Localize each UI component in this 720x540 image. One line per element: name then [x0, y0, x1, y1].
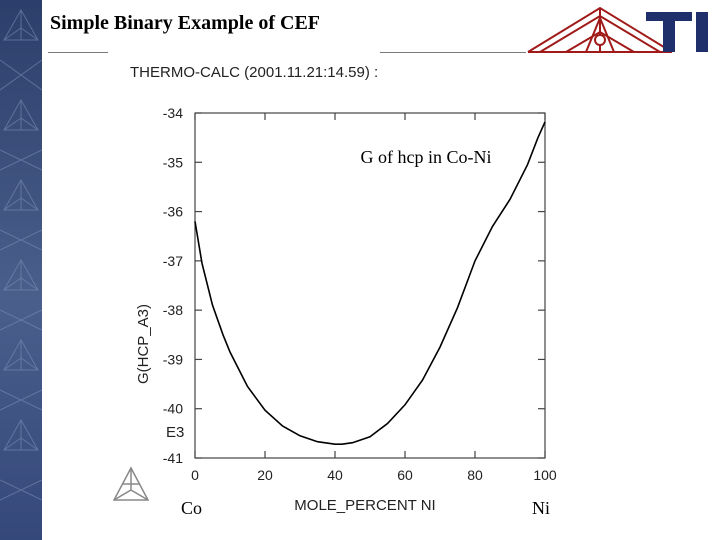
y-tick-label: -40	[163, 401, 183, 417]
y-unit-label: E3	[166, 424, 184, 441]
plot-frame	[194, 112, 546, 459]
y-tick-label: -34	[163, 105, 183, 121]
ti-logo-letters	[646, 12, 708, 52]
chart-header: THERMO-CALC (2001.11.21:14.59) :	[130, 64, 378, 81]
thermo-calc-logo	[112, 466, 150, 501]
y-tick-label: -37	[163, 253, 183, 269]
sidebar-decoration	[0, 0, 42, 540]
x-tick-label: 0	[191, 467, 199, 483]
x-tick-label: 40	[327, 467, 343, 483]
y-axis-label: G(HCP_A3)	[135, 304, 152, 384]
chart-title: G of hcp in Co-Ni	[361, 147, 492, 167]
title-divider-right	[380, 52, 526, 53]
x-tick-label: 80	[467, 467, 483, 483]
x-tick-label: 20	[257, 467, 273, 483]
right-end-label: Ni	[532, 498, 550, 518]
chart: THERMO-CALC (2001.11.21:14.59) : -34-35-…	[130, 64, 557, 518]
y-tick-label: -38	[163, 302, 183, 318]
x-tick-label: 60	[397, 467, 413, 483]
slide-title: Simple Binary Example of CEF	[50, 12, 321, 34]
y-tick-label: -35	[163, 154, 183, 170]
left-end-label: Co	[181, 498, 202, 518]
plot-area: -34 -35 -36 -37 -38 -39 -40 -41 0 20 40 60 80 100	[163, 105, 557, 483]
y-tick-label: -39	[163, 351, 183, 367]
x-axis-label: MOLE_PERCENT NI	[294, 497, 435, 514]
x-tick-label: 100	[533, 467, 557, 483]
sidebar-pattern	[0, 8, 42, 501]
y-tick-label: -36	[163, 204, 183, 220]
y-tick-label: -41	[163, 450, 183, 466]
ti-logo	[527, 6, 708, 53]
title-divider-left	[48, 52, 108, 53]
series-line-0	[194, 121, 546, 445]
